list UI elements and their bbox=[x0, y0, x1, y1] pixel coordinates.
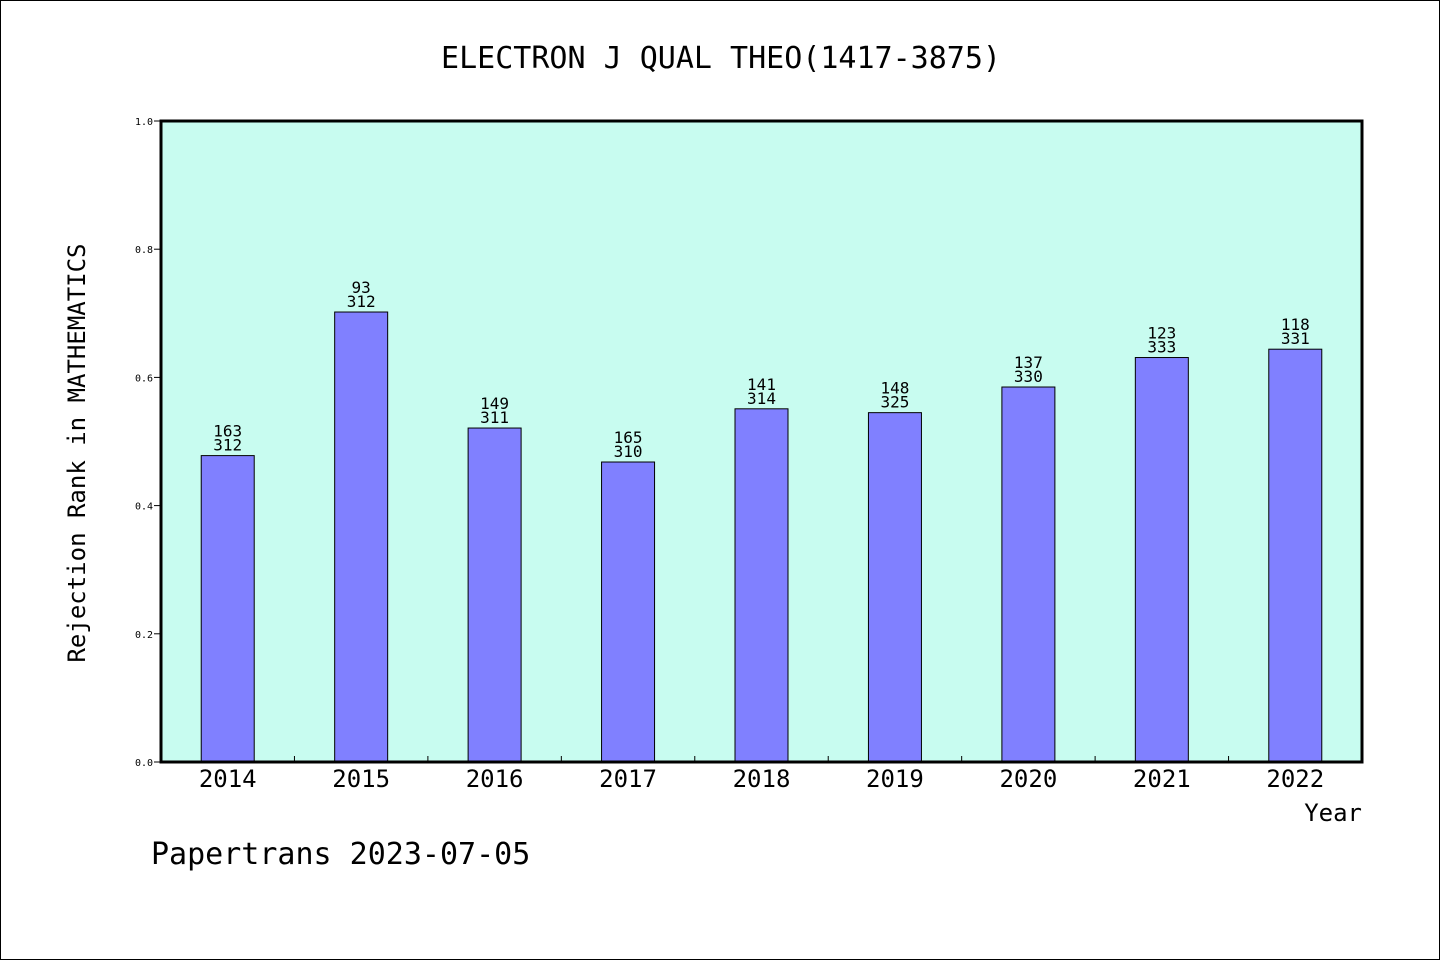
bar-label-count: 165 bbox=[614, 428, 643, 447]
bar-label-total: 325 bbox=[880, 393, 909, 412]
y-tick-label: 0.0 bbox=[135, 758, 153, 769]
bar-2021 bbox=[1134, 357, 1189, 763]
bar-label-count: 93 bbox=[352, 278, 371, 297]
y-axis-label: Rejection Rank in MATHEMATICS bbox=[63, 243, 91, 662]
bar-label-count: 163 bbox=[213, 422, 242, 441]
plot-frame bbox=[159, 119, 1364, 764]
bar-2017 bbox=[601, 461, 656, 763]
chart-title: ELECTRON J QUAL THEO(1417-3875) bbox=[441, 41, 1001, 76]
x-tick-label: 2022 bbox=[1266, 765, 1324, 793]
footer-credit: Papertrans 2023-07-05 bbox=[151, 837, 530, 872]
bar-label-count: 123 bbox=[1147, 324, 1176, 343]
bar-label-count: 118 bbox=[1281, 315, 1310, 334]
bars-group: 1633129331214931116531014131414832513733… bbox=[200, 278, 1323, 763]
bar-label-count: 141 bbox=[747, 375, 776, 394]
bar-label-total: 312 bbox=[347, 292, 376, 311]
bar-label-count: 149 bbox=[480, 394, 509, 413]
y-tick-label: 0.4 bbox=[135, 502, 153, 513]
x-axis-ticks: 2014 2015 2016 2017 2018 2019 2020 2021 2022 bbox=[199, 756, 1324, 793]
bar-label-total: 310 bbox=[614, 442, 643, 461]
x-tick-label: 2021 bbox=[1133, 765, 1191, 793]
bar-label-total: 330 bbox=[1014, 367, 1043, 386]
bar-2019 bbox=[867, 412, 922, 763]
bar-label-count: 148 bbox=[880, 379, 909, 398]
x-tick-label: 2017 bbox=[599, 765, 657, 793]
x-tick-label: 2019 bbox=[866, 765, 924, 793]
bar-2018 bbox=[734, 408, 789, 763]
bar-2022 bbox=[1268, 348, 1323, 763]
x-tick-label: 2020 bbox=[999, 765, 1057, 793]
bar-label-count: 137 bbox=[1014, 353, 1043, 372]
bar-label-total: 331 bbox=[1281, 329, 1310, 348]
y-tick-label: 0.8 bbox=[135, 245, 153, 256]
x-tick-label: 2018 bbox=[733, 765, 791, 793]
x-tick-label: 2014 bbox=[199, 765, 257, 793]
bar-label-total: 314 bbox=[747, 389, 776, 408]
bar-label-total: 311 bbox=[480, 408, 509, 427]
bar-label-total: 312 bbox=[213, 436, 242, 455]
bar-label-total: 333 bbox=[1147, 338, 1176, 357]
x-tick-label: 2016 bbox=[466, 765, 524, 793]
bar-2020 bbox=[1001, 386, 1056, 763]
y-tick-label: 0.6 bbox=[135, 373, 153, 384]
bar-2014 bbox=[200, 455, 255, 763]
bar-2016 bbox=[467, 427, 522, 763]
x-tick-label: 2015 bbox=[332, 765, 390, 793]
x-axis-label: Year bbox=[1304, 799, 1362, 827]
bar-2015 bbox=[334, 311, 389, 763]
y-tick-label: 0.2 bbox=[135, 630, 153, 641]
y-tick-label: 1.0 bbox=[135, 117, 153, 128]
y-axis-ticks: 0.0 0.2 0.4 0.6 0.8 1.0 bbox=[135, 117, 161, 769]
